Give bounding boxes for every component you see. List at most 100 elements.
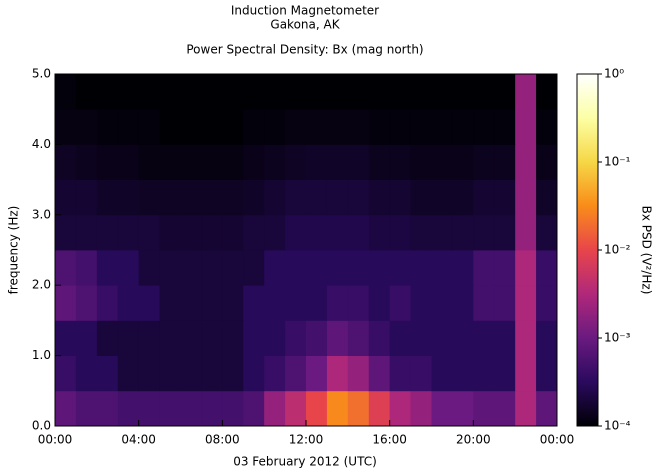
heatmap-cell	[201, 250, 223, 286]
heatmap-cell	[536, 144, 558, 180]
heatmap-cell	[431, 144, 453, 180]
heatmap-cell	[75, 74, 98, 110]
heatmap-cell	[368, 320, 391, 356]
x-tick-label: 16:00	[372, 433, 407, 447]
heatmap-cell	[159, 109, 181, 145]
heatmap-cell	[431, 250, 453, 286]
heatmap-cell	[306, 355, 328, 392]
heatmap-cell	[264, 320, 286, 356]
heatmap-cell	[368, 355, 391, 392]
heatmap-cell	[222, 109, 244, 145]
heatmap-cell	[410, 355, 432, 392]
heatmap-cell	[201, 144, 223, 180]
heatmap-cell	[473, 214, 495, 251]
heatmap-cell	[264, 144, 286, 180]
heatmap-cell	[285, 109, 307, 145]
heatmap-cell	[515, 109, 537, 145]
heatmap-cell	[326, 74, 349, 110]
heatmap-cell	[75, 390, 98, 427]
heatmap-cell	[222, 179, 244, 216]
heatmap-cell	[201, 179, 223, 216]
heatmap-cell	[326, 179, 349, 216]
chart-title: Induction Magnetometer	[231, 4, 379, 18]
heatmap-cell	[368, 250, 391, 286]
heatmap-cell	[159, 179, 181, 216]
heatmap-cell	[55, 74, 77, 110]
heatmap-cell	[326, 285, 349, 321]
heatmap-cell	[243, 285, 265, 321]
heatmap-cell	[410, 250, 432, 286]
heatmap-cell	[536, 179, 558, 216]
heatmap-cell	[536, 250, 558, 286]
heatmap-cell	[473, 179, 495, 216]
heatmap-cell	[494, 214, 516, 251]
heatmap-cell	[180, 74, 202, 110]
heatmap-cell	[431, 355, 453, 392]
heatmap-cell	[368, 74, 391, 110]
heatmap-cell	[431, 320, 453, 356]
heatmap-cell	[347, 74, 370, 110]
heatmap-cell	[96, 355, 119, 392]
heatmap-cell	[55, 320, 77, 356]
heatmap-cell	[180, 144, 202, 180]
heatmap-cell	[264, 109, 286, 145]
colorbar-label: Bx PSD (V²/Hz)	[640, 206, 654, 295]
heatmap-cell	[306, 109, 328, 145]
heatmap-cell	[222, 390, 244, 427]
heatmap-cell	[306, 320, 328, 356]
y-tick-label: 0.0	[32, 419, 51, 433]
heatmap-cell	[159, 144, 181, 180]
heatmap-cell	[347, 250, 370, 286]
heatmap-cell	[159, 214, 181, 251]
heatmap-cell	[515, 285, 537, 321]
heatmap-cell	[515, 74, 537, 110]
y-tick-label: 2.0	[32, 278, 51, 292]
heatmap-cell	[473, 109, 495, 145]
heatmap-cell	[75, 320, 98, 356]
heatmap-cell	[222, 320, 244, 356]
heatmap-cell	[264, 74, 286, 110]
colorbar-tick-label: 10⁰	[604, 67, 624, 81]
heatmap-cell	[347, 355, 370, 392]
heatmap-cell	[515, 214, 537, 251]
heatmap-cell	[494, 355, 516, 392]
heatmap-cell	[159, 390, 181, 427]
heatmap-cell	[368, 214, 391, 251]
heatmap-cell	[347, 285, 370, 321]
heatmap-cell	[159, 74, 181, 110]
heatmap-cell	[201, 355, 223, 392]
heatmap-cell	[75, 144, 98, 180]
heatmap-cell	[222, 285, 244, 321]
heatmap-cell	[326, 214, 349, 251]
heatmap-cell	[389, 214, 411, 251]
colorbar-tick-label: 10⁻¹	[604, 155, 631, 169]
heatmap-cell	[368, 179, 391, 216]
heatmap-cell	[222, 144, 244, 180]
heatmap-cell	[494, 109, 516, 145]
heatmap-cell	[138, 179, 160, 216]
heatmap-cell	[159, 320, 181, 356]
x-tick-label: 00:00	[38, 433, 73, 447]
heatmap-cell	[452, 214, 474, 251]
heatmap-cell	[55, 285, 77, 321]
heatmap-cell	[494, 74, 516, 110]
heatmap-cell	[75, 179, 98, 216]
heatmap-cell	[138, 250, 160, 286]
heatmap-cell	[494, 250, 516, 286]
heatmap-cell	[159, 250, 181, 286]
heatmap-cell	[201, 320, 223, 356]
heatmap-cell	[138, 320, 160, 356]
heatmap-cell	[96, 250, 119, 286]
heatmap-cell	[285, 285, 307, 321]
heatmap-cell	[264, 179, 286, 216]
heatmap-cell	[96, 109, 119, 145]
heatmap-cell	[243, 179, 265, 216]
chart-subtitle: Gakona, AK	[270, 18, 340, 32]
heatmap-cell	[180, 285, 202, 321]
heatmap-cell	[243, 74, 265, 110]
colorbar-tick-label: 10⁻²	[604, 243, 631, 257]
heatmap-cell	[306, 250, 328, 286]
heatmap-cell	[243, 320, 265, 356]
heatmap-cell	[96, 214, 119, 251]
